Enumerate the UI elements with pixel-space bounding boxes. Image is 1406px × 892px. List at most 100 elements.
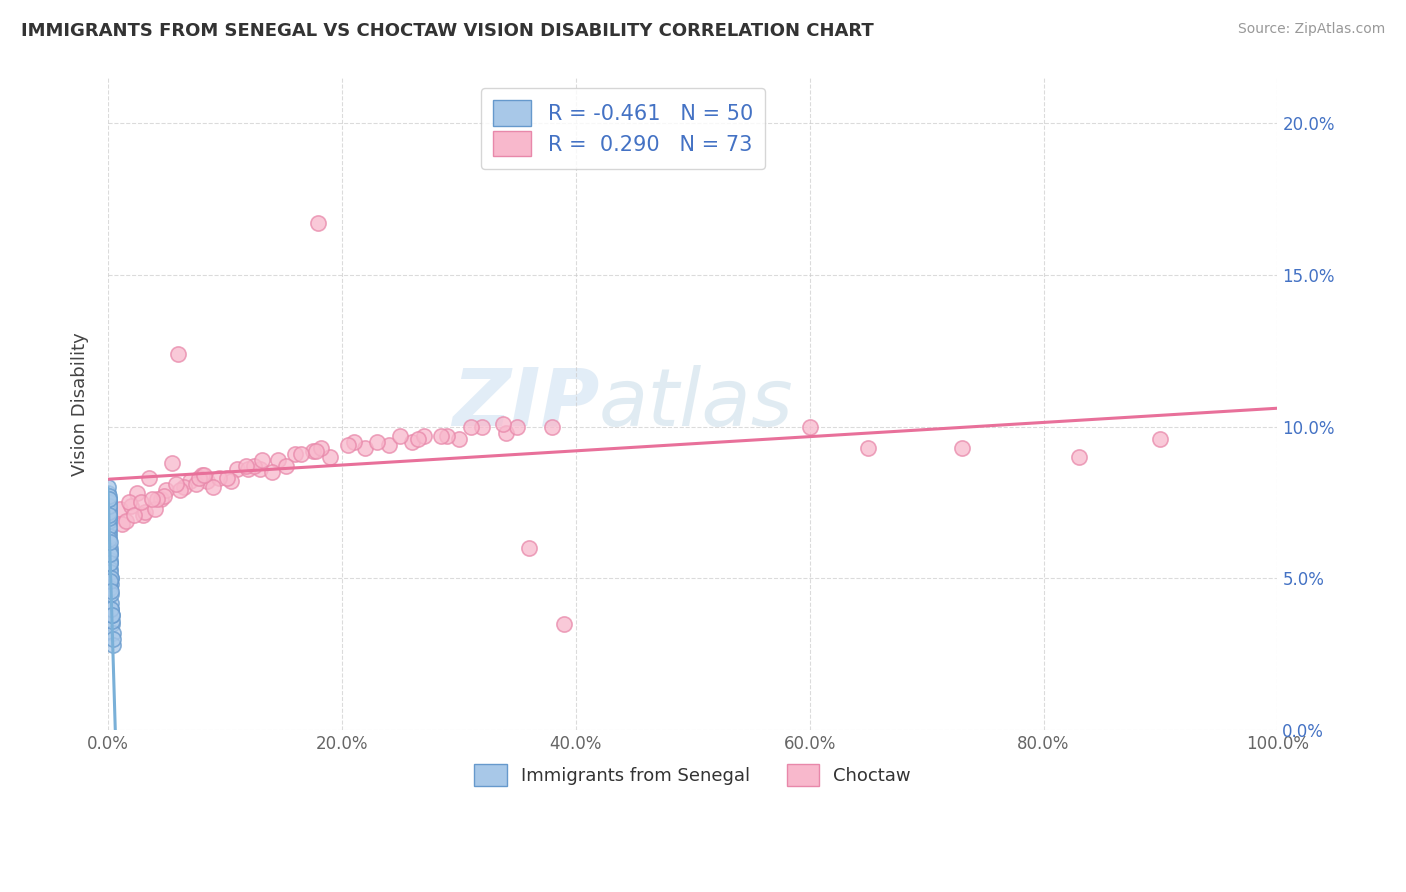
Point [553,616,575,631]
Point [146,492,169,507]
Point [98,535,121,549]
Point [101,626,124,640]
Point [100,571,122,585]
Point [98,562,121,576]
Point [100,583,122,598]
Point [98,553,121,567]
Point [366,434,388,449]
Point [129,495,152,509]
Text: Source: ZipAtlas.com: Source: ZipAtlas.com [1237,22,1385,37]
Point [101,607,124,622]
Point [98,541,121,555]
Y-axis label: Vision Disability: Vision Disability [72,332,89,475]
Point [97,495,120,509]
Point [167,347,190,361]
Point [342,434,364,449]
Point [98,547,121,561]
Point [98,510,121,524]
Point [97,490,120,504]
Point [97,510,120,524]
Point [169,483,191,498]
Point [193,468,215,483]
Point [120,499,142,513]
Point [179,475,201,489]
Point [101,632,124,646]
Point [97,501,120,516]
Point [162,456,184,470]
Point [447,432,470,446]
Point [274,458,297,473]
Point [100,586,122,600]
Point [401,434,423,449]
Point [495,425,517,440]
Point [290,447,312,461]
Point [460,419,482,434]
Point [238,462,260,476]
Point [143,501,166,516]
Point [1149,432,1171,446]
Point [190,468,212,483]
Point [101,607,124,622]
Point [309,441,332,455]
Point [100,596,122,610]
Point [122,508,145,522]
Point [138,471,160,485]
Point [165,477,187,491]
Point [517,541,540,555]
Text: atlas: atlas [599,365,794,442]
Point [100,574,122,589]
Point [492,417,515,431]
Point [235,458,257,473]
Point [100,601,122,615]
Point [98,523,121,537]
Text: IMMIGRANTS FROM SENEGAL VS CHOCTAW VISION DISABILITY CORRELATION CHART: IMMIGRANTS FROM SENEGAL VS CHOCTAW VISIO… [21,22,875,40]
Point [103,638,125,652]
Point [98,544,121,558]
Point [114,514,136,528]
Legend: Immigrants from Senegal, Choctaw: Immigrants from Senegal, Choctaw [467,756,918,793]
Point [98,520,121,534]
Point [188,471,211,485]
Point [436,428,458,442]
Point [98,581,121,595]
Point [100,571,122,585]
Point [184,477,207,491]
Point [153,490,176,504]
Point [173,480,195,494]
Point [97,480,120,494]
Point [225,462,247,476]
Point [377,438,399,452]
Point [155,483,177,498]
Point [950,441,973,455]
Point [97,499,120,513]
Point [217,471,239,485]
Point [856,441,879,455]
Point [97,486,120,500]
Point [430,428,453,442]
Point [97,514,120,528]
Point [101,616,124,631]
Point [132,508,155,522]
Point [389,428,412,442]
Point [108,501,131,516]
Point [249,462,271,476]
Point [134,505,156,519]
Point [252,453,274,467]
Point [97,492,120,507]
Point [98,508,121,522]
Point [260,465,283,479]
Point [305,443,328,458]
Point [412,428,434,442]
Point [98,525,121,540]
Point [98,516,121,531]
Point [111,516,134,531]
Point [100,601,122,615]
Point [97,505,120,519]
Point [219,475,242,489]
Point [284,447,307,461]
Point [541,419,564,434]
Point [354,441,377,455]
Point [97,495,120,509]
Point [149,492,172,507]
Point [1067,450,1090,464]
